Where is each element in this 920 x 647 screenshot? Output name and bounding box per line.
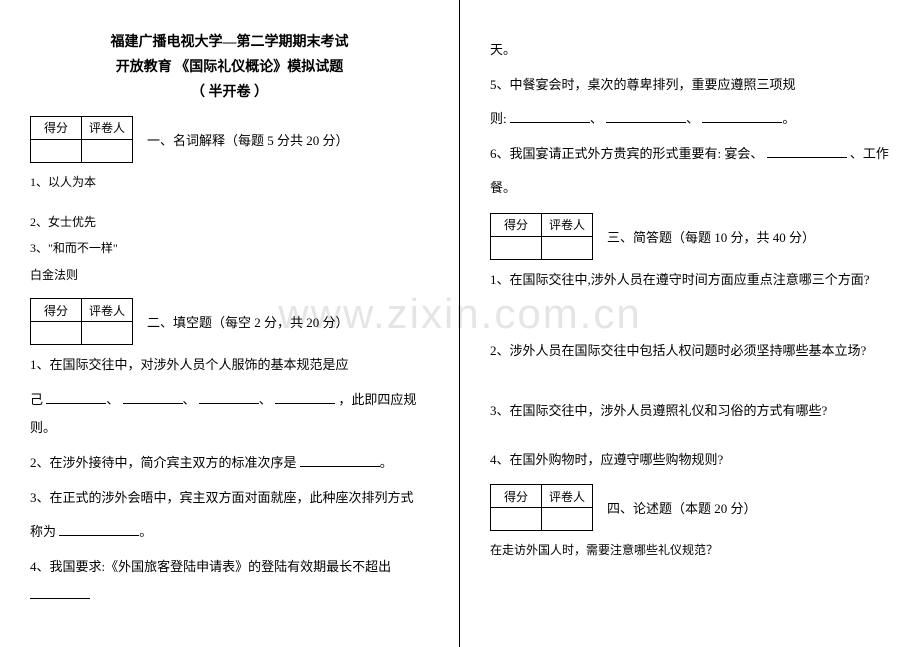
q2-4a: 4、我国要求:《外国旅客登陆申请表》的登陆有效期最长不超出 <box>30 559 391 574</box>
score-row-4: 得分 评卷人 四、论述题（本题 20 分） <box>490 484 890 531</box>
blank <box>199 391 259 404</box>
blank <box>30 586 90 599</box>
score-h1: 得分 <box>491 213 542 236</box>
blank <box>300 454 380 467</box>
score-h1: 得分 <box>491 485 542 508</box>
score-table: 得分 评卷人 <box>490 213 593 260</box>
q4-1: 在走访外国人时，需要注意哪些礼仪规范？ <box>490 537 890 563</box>
q2-5a: 5、中餐宴会时，桌次的尊卑排列，重要应遵照三项规 <box>490 71 890 100</box>
score-row-2: 得分 评卷人 二、填空题（每空 2 分，共 20 分） <box>30 298 429 345</box>
section4-label: 四、论述题（本题 20 分） <box>607 498 757 517</box>
score-cell <box>542 236 593 259</box>
q2-6c: 餐。 <box>490 174 890 203</box>
score-cell <box>491 508 542 531</box>
blank <box>275 391 335 404</box>
q3-2: 2、涉外人员在国际交往中包括人权问题时必须坚持哪些基本立场? <box>490 337 890 366</box>
q2-3b: 称为 <box>30 524 56 539</box>
q2-3b-row: 称为 。 <box>30 518 429 547</box>
score-cell <box>82 139 133 162</box>
score-h2: 评卷人 <box>542 213 593 236</box>
q2-1b: 己 <box>30 392 43 407</box>
q2-6a: 6、我国宴请正式外方贵宾的形式重要有: 宴会、 <box>490 146 763 161</box>
score-h1: 得分 <box>31 116 82 139</box>
right-column: 天。 5、中餐宴会时，桌次的尊卑排列，重要应遵照三项规 则: 、 、 。 6、我… <box>460 0 920 647</box>
score-cell <box>31 139 82 162</box>
q3-3: 3、在国际交往中，涉外人员遵照礼仪和习俗的方式有哪些? <box>490 397 890 426</box>
header-line3: （ 半开卷 ） <box>30 80 429 105</box>
page-container: 福建广播电视大学—第二学期期末考试 开放教育 《国际礼仪概论》模拟试题 （ 半开… <box>0 0 920 647</box>
score-h2: 评卷人 <box>82 299 133 322</box>
blank <box>606 110 686 123</box>
score-cell <box>542 508 593 531</box>
score-h2: 评卷人 <box>542 485 593 508</box>
q2-4-row: 4、我国要求:《外国旅客登陆申请表》的登陆有效期最长不超出 <box>30 553 429 610</box>
blank <box>46 391 106 404</box>
score-table: 得分 评卷人 <box>30 116 133 163</box>
score-table: 得分 评卷人 <box>30 298 133 345</box>
q1-4: 白金法则 <box>30 262 429 288</box>
left-column: 福建广播电视大学—第二学期期末考试 开放教育 《国际礼仪概论》模拟试题 （ 半开… <box>0 0 460 647</box>
score-cell <box>82 322 133 345</box>
q2-2-row: 2、在涉外接待中，简介宾主双方的标准次序是 。 <box>30 449 429 478</box>
q3-1: 1、在国际交往中,涉外人员在遵守时间方面应重点注意哪三个方面? <box>490 266 890 295</box>
score-table: 得分 评卷人 <box>490 484 593 531</box>
section1-label: 一、名词解释（每题 5 分共 20 分） <box>147 130 349 149</box>
score-cell <box>31 322 82 345</box>
q2-4b: 天。 <box>490 36 890 65</box>
score-cell <box>491 236 542 259</box>
q2-2a: 2、在涉外接待中，简介宾主双方的标准次序是 <box>30 455 297 470</box>
score-row-3: 得分 评卷人 三、简答题（每题 10 分，共 40 分） <box>490 213 890 260</box>
q1-2: 2、女士优先 <box>30 209 429 235</box>
q2-1a: 1、在国际交往中，对涉外人员个人服饰的基本规范是应 <box>30 351 429 380</box>
blank <box>702 110 782 123</box>
section2-label: 二、填空题（每空 2 分，共 20 分） <box>147 312 349 331</box>
blank <box>123 391 183 404</box>
blank <box>510 110 590 123</box>
score-h2: 评卷人 <box>82 116 133 139</box>
q2-3a: 3、在正式的涉外会晤中，宾主双方面对面就座，此种座次排列方式 <box>30 484 429 513</box>
q2-1b-row: 己 、 、 、 ，此即四应规则。 <box>30 386 429 443</box>
blank <box>767 145 847 158</box>
q2-6-row: 6、我国宴请正式外方贵宾的形式重要有: 宴会、 、工作 <box>490 140 890 169</box>
header-line2: 开放教育 《国际礼仪概论》模拟试题 <box>30 55 429 80</box>
q2-5b-row: 则: 、 、 。 <box>490 105 890 134</box>
score-row-1: 得分 评卷人 一、名词解释（每题 5 分共 20 分） <box>30 116 429 163</box>
q3-4: 4、在国外购物时，应遵守哪些购物规则? <box>490 446 890 475</box>
q1-3: 3、"和而不一样" <box>30 235 429 261</box>
score-h1: 得分 <box>31 299 82 322</box>
q2-6b: 、工作 <box>850 146 889 161</box>
q2-5b: 则: <box>490 111 507 126</box>
header-line1: 福建广播电视大学—第二学期期末考试 <box>30 30 429 55</box>
q1-1: 1、以人为本 <box>30 169 429 195</box>
section3-label: 三、简答题（每题 10 分，共 40 分） <box>607 227 815 246</box>
blank <box>59 523 139 536</box>
